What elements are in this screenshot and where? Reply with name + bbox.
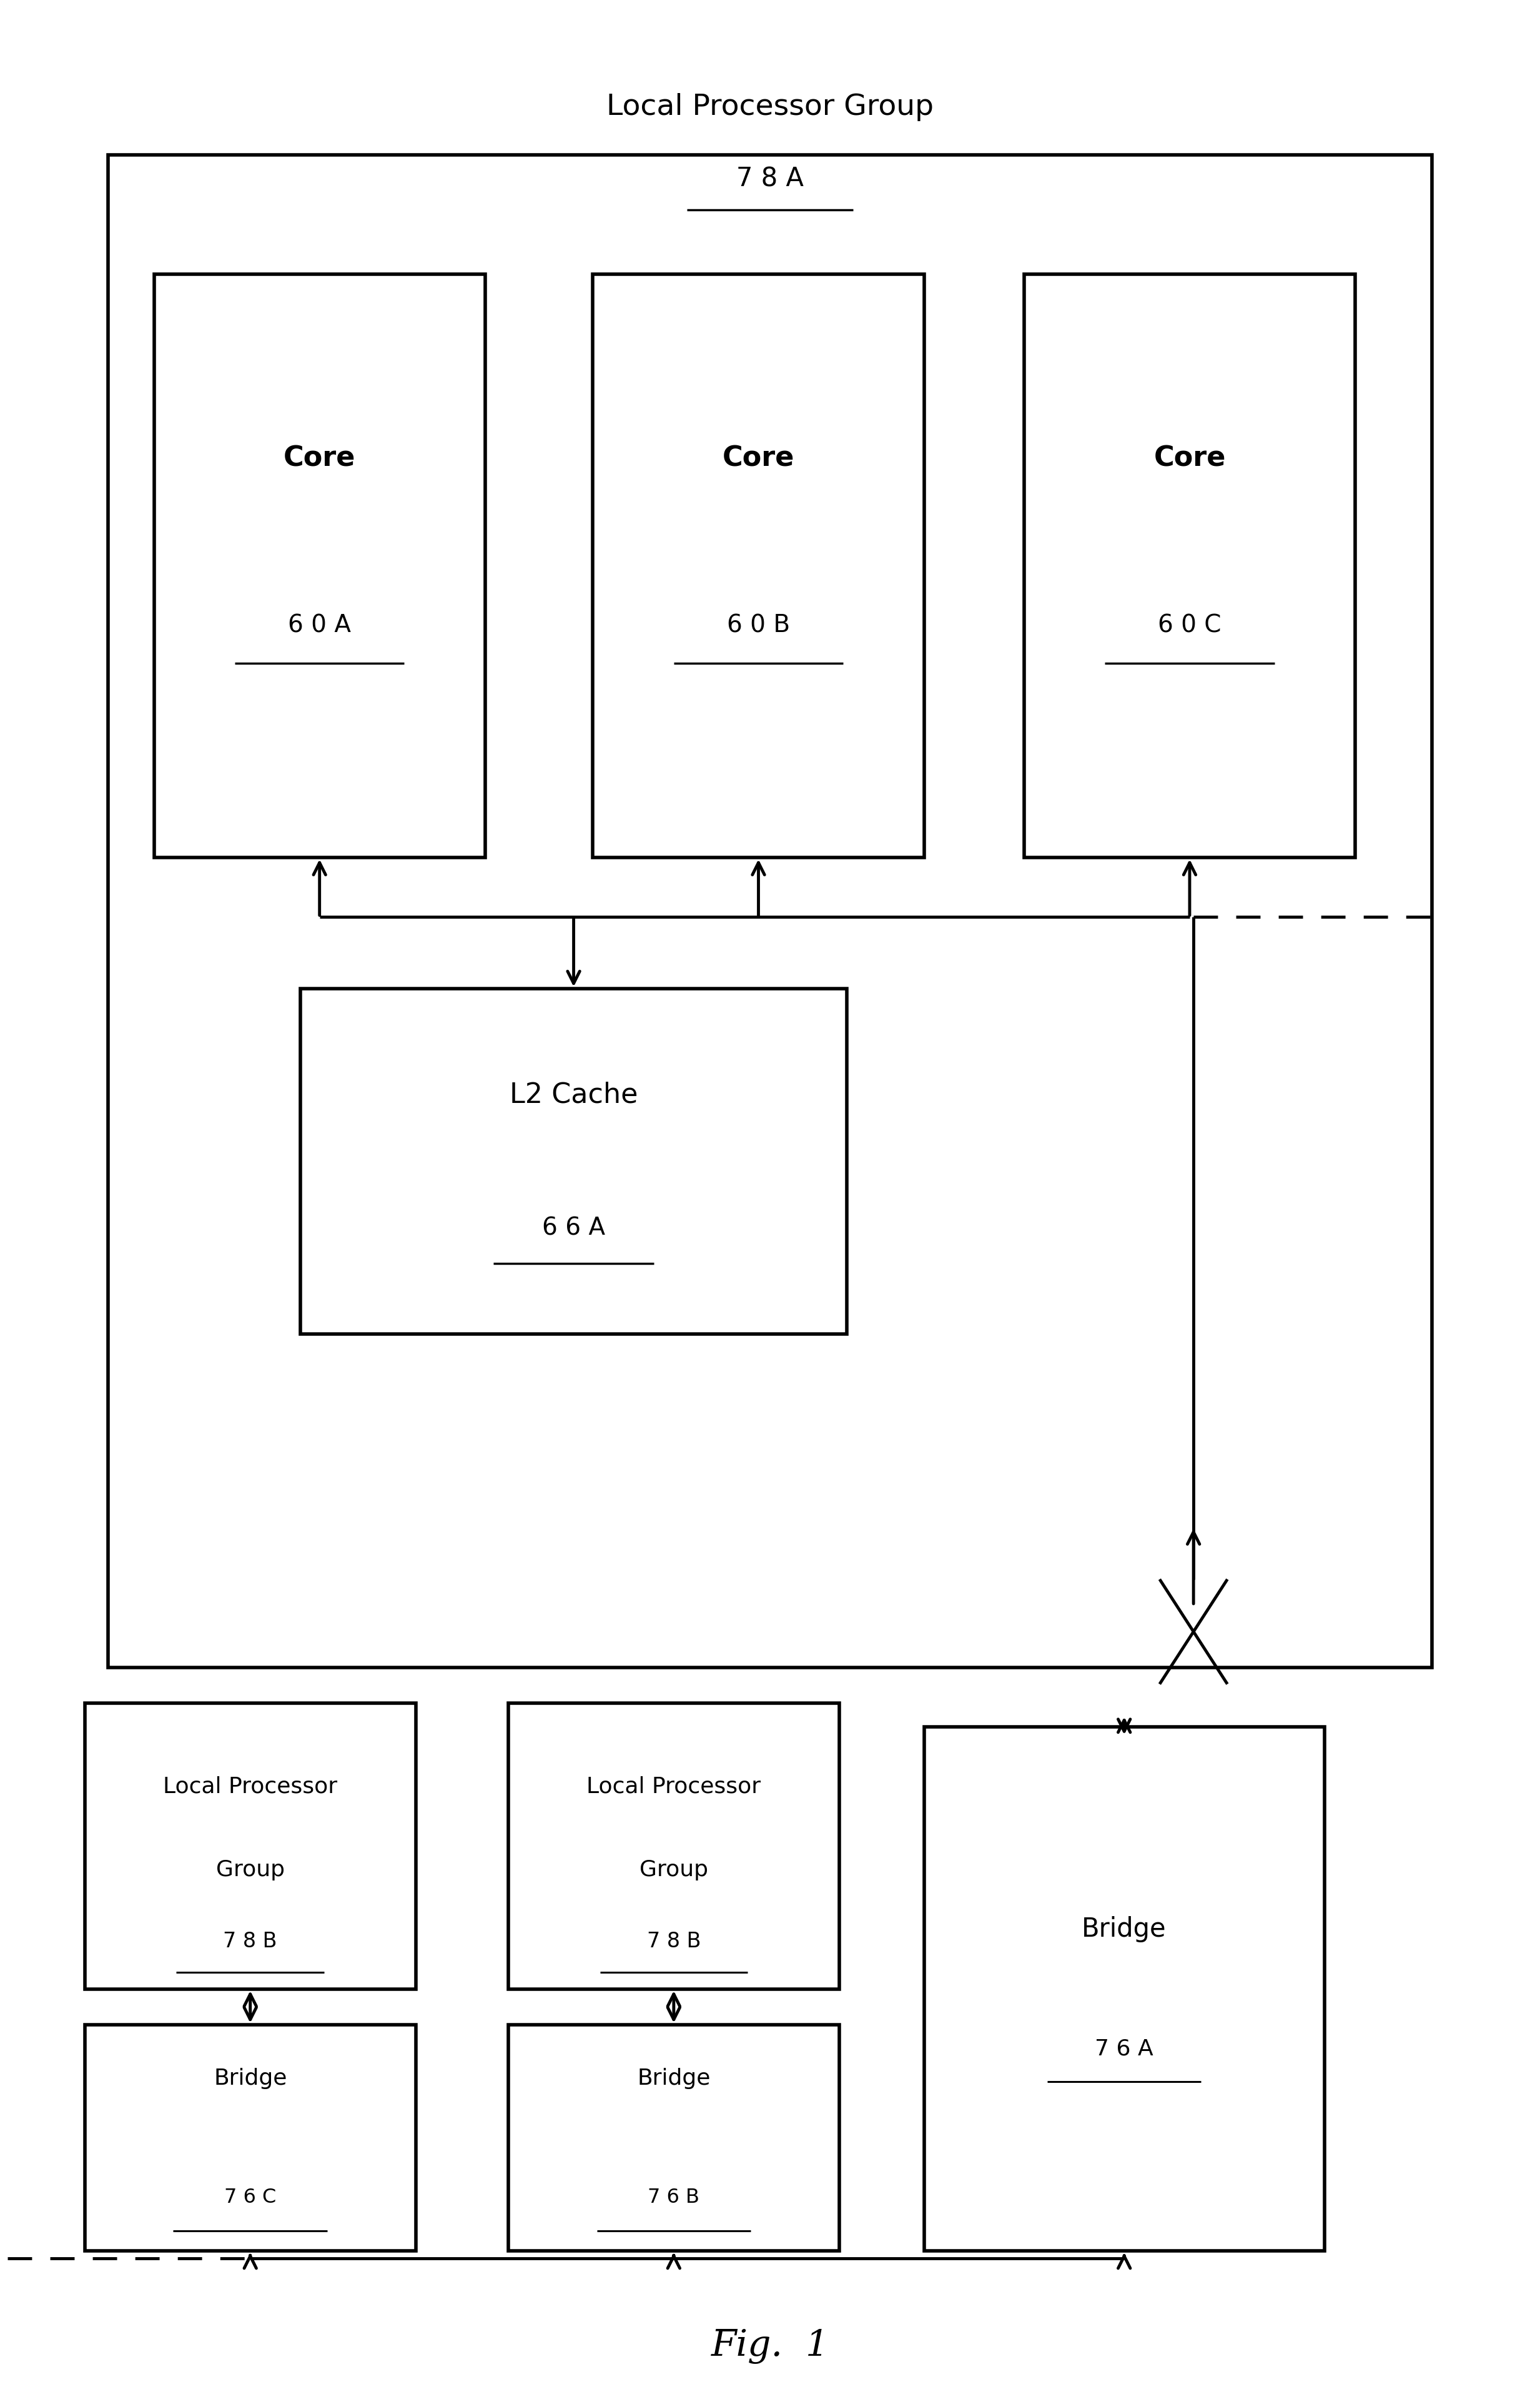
Text: Local Processor: Local Processor [163,1777,337,1796]
Text: Group: Group [639,1860,708,1879]
Text: Fig.  1: Fig. 1 [711,2330,829,2363]
Text: Core: Core [283,445,356,472]
Bar [154,274,485,858]
Text: Local Processor Group: Local Processor Group [607,93,933,121]
Text: Bridge: Bridge [1083,1915,1166,1944]
Bar [924,1727,1324,2251]
Text: 6 0 C: 6 0 C [1158,615,1221,636]
Text: Bridge: Bridge [638,2068,710,2089]
Bar [85,2025,416,2251]
Text: 6 0 A: 6 0 A [288,615,351,636]
Bar [300,989,847,1334]
Text: Core: Core [1153,445,1226,472]
Text: Group: Group [216,1860,285,1879]
Text: Bridge: Bridge [214,2068,286,2089]
Bar [1024,274,1355,858]
Bar [508,2025,839,2251]
Text: Local Processor: Local Processor [587,1777,761,1796]
Text: 7 6 C: 7 6 C [225,2187,276,2208]
Text: 7 8 B: 7 8 B [223,1932,277,1951]
Text: 7 6 A: 7 6 A [1095,2039,1153,2058]
Text: L2 Cache: L2 Cache [510,1081,638,1108]
Text: 7 8 A: 7 8 A [736,164,804,193]
Text: 7 6 B: 7 6 B [648,2187,699,2208]
Text: Core: Core [722,445,795,472]
Bar [508,1703,839,1989]
Text: 6 6 A: 6 6 A [542,1217,605,1239]
Bar [85,1703,416,1989]
Text: 6 0 B: 6 0 B [727,615,790,636]
Bar [593,274,924,858]
Text: 7 8 B: 7 8 B [647,1932,701,1951]
Bar [108,155,1432,1667]
